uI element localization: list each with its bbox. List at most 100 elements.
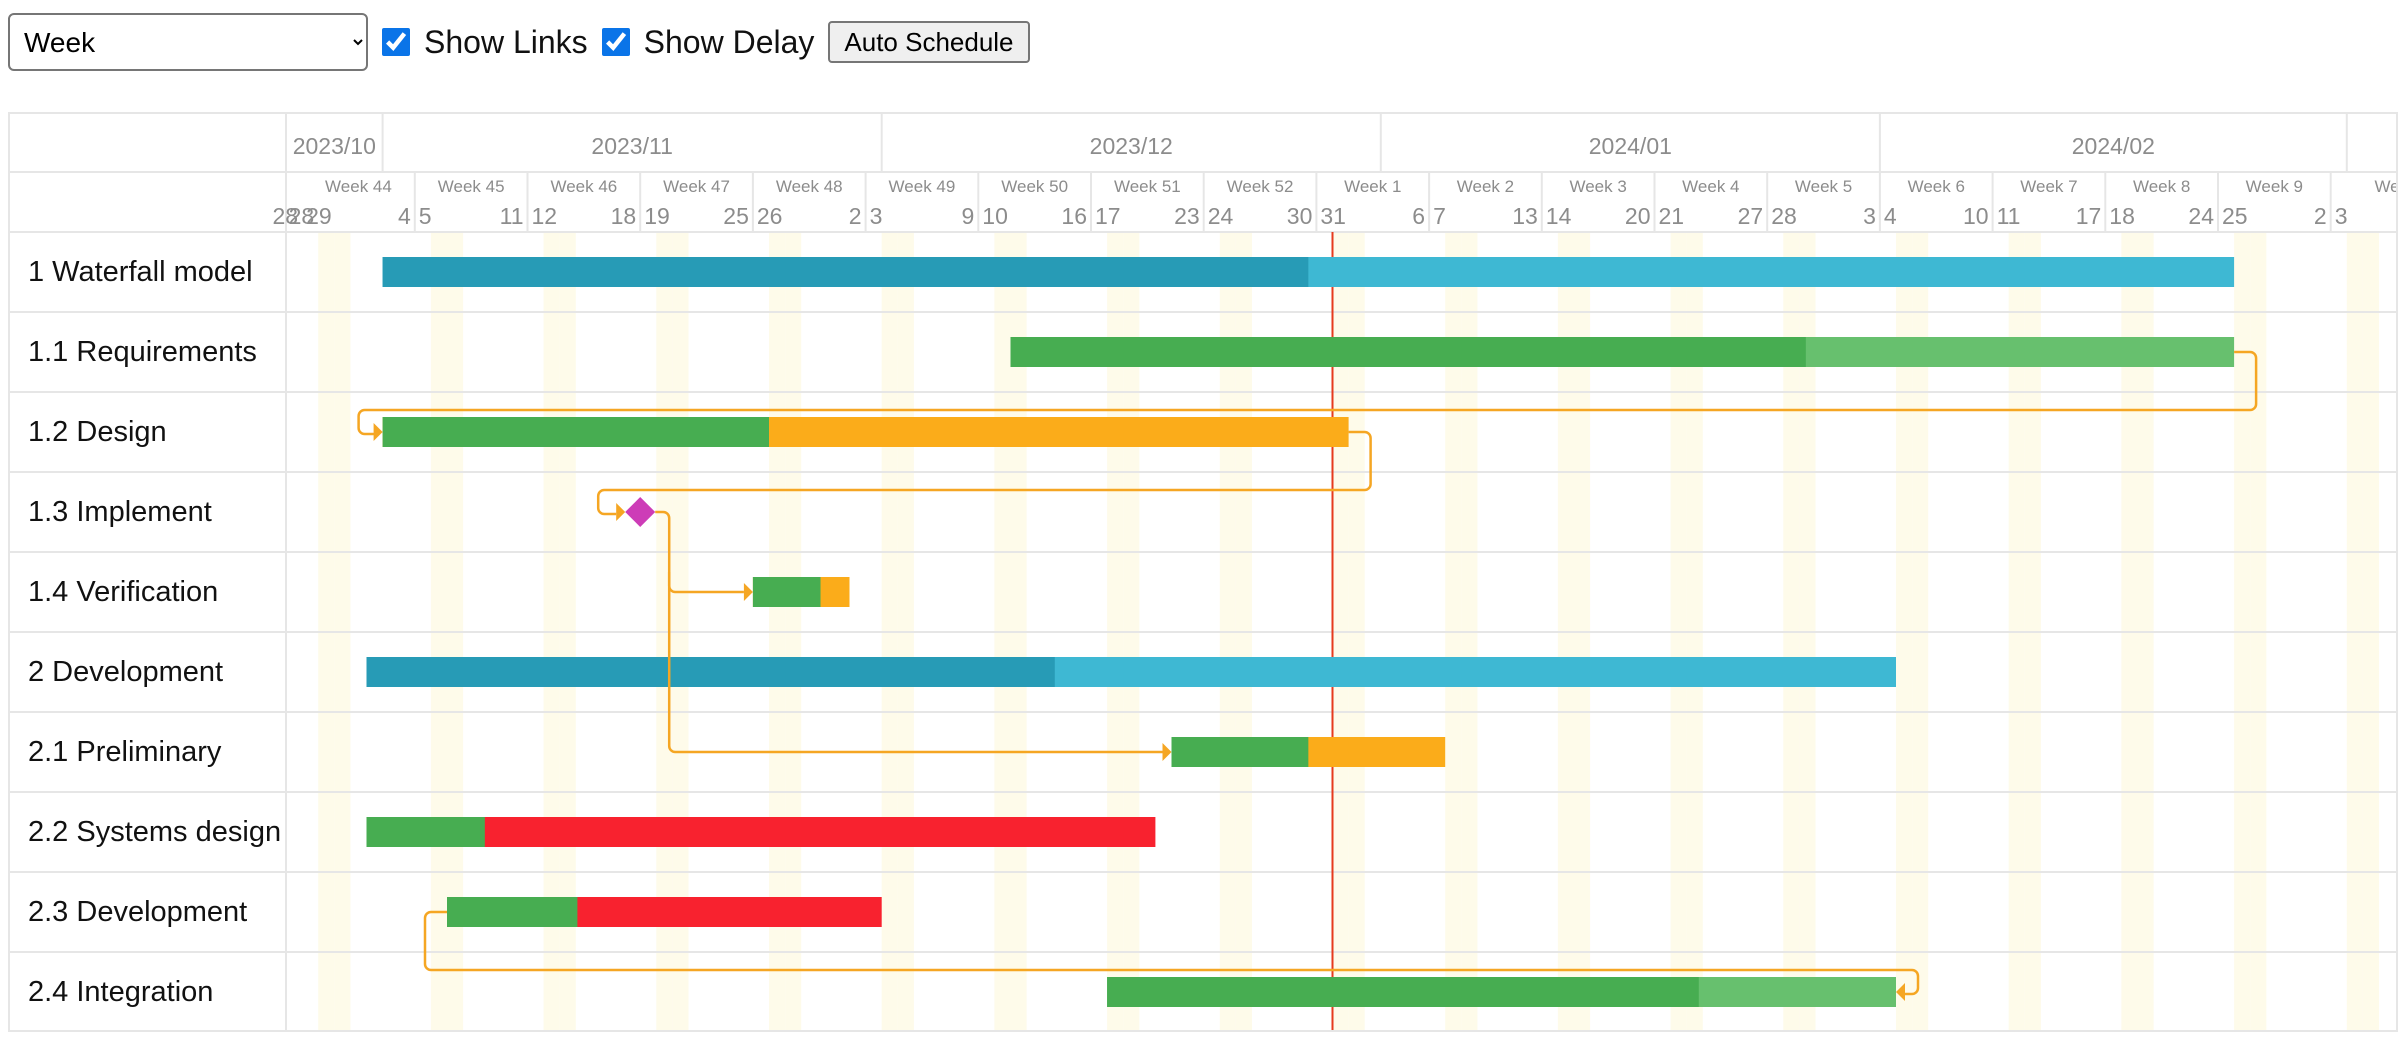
day-label: 29 — [306, 203, 332, 229]
day-label: 19 — [644, 203, 670, 229]
week-label: Week 46 — [550, 177, 617, 196]
day-label: 24 — [2188, 203, 2214, 229]
task-bar-progress[interactable] — [1010, 337, 1806, 367]
day-label: 26 — [757, 203, 783, 229]
task-label[interactable]: 2.4 Integration — [28, 976, 214, 1008]
day-label: 25 — [723, 203, 749, 229]
link-arrowhead — [373, 423, 383, 441]
day-label: 24 — [1208, 203, 1234, 229]
day-label: 30 — [1287, 203, 1313, 229]
day-label: 18 — [2109, 203, 2135, 229]
week-label: Week 47 — [663, 177, 730, 196]
week-label: We — [2374, 177, 2398, 196]
day-label: 7 — [1433, 203, 1446, 229]
week-label: Week 44 — [325, 177, 392, 196]
day-label: 27 — [1738, 203, 1764, 229]
link-arrowhead — [616, 503, 626, 521]
day-label: 4 — [1884, 203, 1897, 229]
week-label: Week 45 — [438, 177, 505, 196]
week-label: Week 9 — [2246, 177, 2303, 196]
day-label: 20 — [1625, 203, 1651, 229]
week-label: Week 1 — [1344, 177, 1401, 196]
task-label[interactable]: 1.4 Verification — [28, 576, 219, 608]
task-label[interactable]: 1.3 Implement — [28, 496, 212, 528]
week-label: Week 7 — [2020, 177, 2077, 196]
day-label: 18 — [611, 203, 637, 229]
week-label: Week 6 — [1908, 177, 1965, 196]
task-label[interactable]: 2.3 Development — [28, 896, 248, 928]
day-label: 6 — [1412, 203, 1425, 229]
day-label: 3 — [870, 203, 883, 229]
day-label: 12 — [532, 203, 558, 229]
task-label[interactable]: 2.1 Preliminary — [28, 736, 222, 768]
day-label: 11 — [1997, 203, 2021, 229]
day-label: 21 — [1659, 203, 1685, 229]
task-label[interactable]: 1.1 Requirements — [28, 336, 257, 368]
show-links-checkbox[interactable] — [382, 28, 410, 56]
day-label: 14 — [1546, 203, 1572, 229]
gantt-chart: 2023/10 2023/11 2023/12 2024/01 2024/02 Week … — [8, 112, 2398, 1032]
task-bar-progress[interactable] — [752, 577, 821, 607]
scale-select[interactable]: DayWeekMonth — [8, 13, 368, 71]
week-label: Week 3 — [1569, 177, 1626, 196]
gantt-timeline: 2023/10 2023/11 2023/12 2024/01 2024/02 Week … — [10, 114, 2398, 1030]
day-label: 28 — [273, 203, 299, 229]
dependency-link — [655, 510, 744, 594]
day-label: 10 — [1963, 203, 1989, 229]
month-label: 2023/12 — [1090, 133, 1173, 159]
task-bar-progress[interactable] — [1171, 737, 1309, 767]
week-label: Week 49 — [889, 177, 956, 196]
task-bar-progress[interactable] — [382, 417, 769, 447]
toolbar: DayWeekMonth Show Links Show Delay Auto … — [8, 12, 1030, 72]
task-bar-progress[interactable] — [366, 817, 485, 847]
week-label: Week 52 — [1227, 177, 1294, 196]
milestone-marker[interactable] — [625, 497, 656, 527]
show-delay-checkbox[interactable] — [601, 28, 630, 56]
day-label: 28 — [289, 203, 315, 229]
day-label: 2 — [2314, 203, 2327, 229]
link-arrowhead — [1896, 983, 1905, 1001]
task-bar-progress[interactable] — [382, 257, 1309, 287]
task-label[interactable]: 2.2 Systems design — [28, 816, 282, 848]
day-label: 28 — [1771, 203, 1797, 229]
day-label: 11 — [500, 203, 524, 229]
day-label: 17 — [2076, 203, 2102, 229]
task-label[interactable]: 1 Waterfall model — [28, 256, 253, 288]
dependency-link — [357, 350, 2258, 436]
task-bar-progress[interactable] — [366, 657, 1055, 687]
week-label: Week 48 — [776, 177, 843, 196]
show-links-toggle[interactable]: Show Links — [382, 24, 588, 61]
day-label: 25 — [2222, 203, 2248, 229]
day-label: 3 — [1863, 203, 1876, 229]
task-bar[interactable] — [366, 817, 1156, 847]
week-label: Week 8 — [2133, 177, 2190, 196]
show-delay-toggle[interactable]: Show Delay — [601, 23, 815, 61]
day-label: 10 — [982, 203, 1008, 229]
dependency-link — [667, 572, 1163, 754]
month-label: 2024/02 — [2072, 133, 2155, 159]
day-label: 13 — [1512, 203, 1538, 229]
task-bar-progress[interactable] — [1107, 977, 1699, 1007]
month-label: 2023/11 — [591, 133, 672, 159]
day-label: 31 — [1320, 203, 1346, 229]
show-delay-label: Show Delay — [643, 23, 815, 60]
auto-schedule-button[interactable]: Auto Schedule — [828, 21, 1030, 63]
day-label: 4 — [398, 203, 411, 229]
dependency-link — [423, 910, 1920, 996]
week-label: Week 51 — [1114, 177, 1181, 196]
day-label: 5 — [419, 203, 432, 229]
day-label: 16 — [1061, 203, 1087, 229]
week-label: Week 5 — [1795, 177, 1852, 196]
day-label: 9 — [962, 203, 975, 229]
link-arrowhead — [743, 583, 753, 601]
day-label: 2 — [849, 203, 862, 229]
task-label[interactable]: 1.2 Design — [28, 416, 167, 448]
day-label: 23 — [1174, 203, 1200, 229]
task-bar-progress[interactable] — [447, 897, 578, 927]
dependency-link — [596, 430, 1372, 516]
link-arrowhead — [1162, 743, 1172, 761]
task-label[interactable]: 2 Development — [28, 656, 224, 688]
day-label: 3 — [2335, 203, 2348, 229]
week-label: Week 50 — [1001, 177, 1068, 196]
week-label: Week 2 — [1457, 177, 1514, 196]
